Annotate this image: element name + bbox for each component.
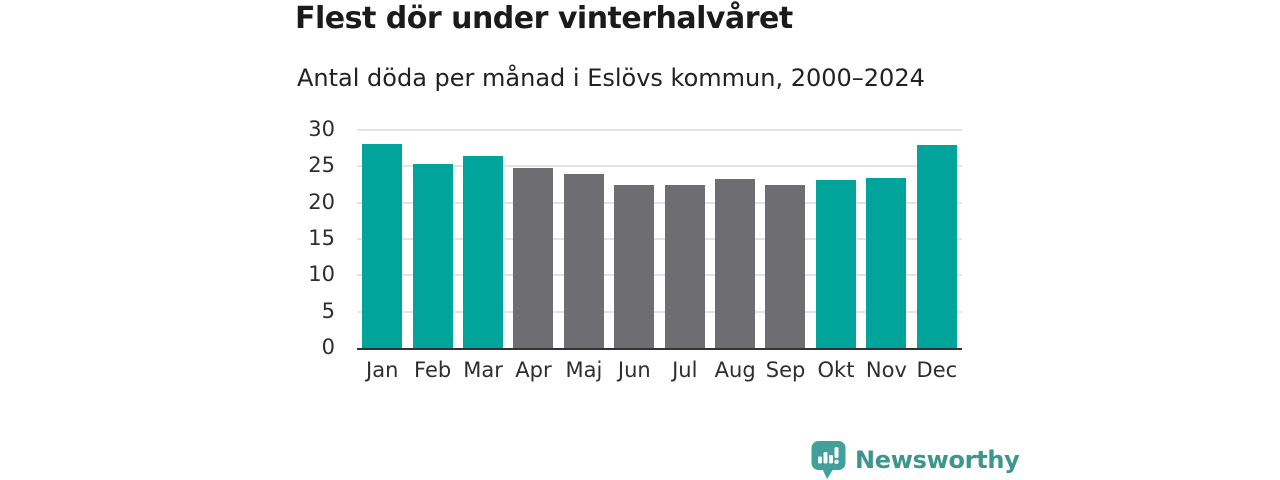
bar-feb xyxy=(412,164,453,348)
x-tick-aug: Aug xyxy=(714,358,756,382)
plot-area xyxy=(357,129,962,350)
x-tick-mar: Mar xyxy=(463,358,503,382)
x-tick-okt: Okt xyxy=(817,358,855,382)
gridline-5 xyxy=(357,310,962,313)
bar-maj xyxy=(563,174,604,348)
y-tick-10: 10 xyxy=(308,262,335,287)
x-tick-apr: Apr xyxy=(515,358,552,382)
bar-jul xyxy=(664,184,705,348)
x-tick-nov: Nov xyxy=(865,358,907,382)
x-tick-jan: Jan xyxy=(366,358,399,382)
x-tick-maj: Maj xyxy=(565,358,603,382)
brand-footer: Newsworthy xyxy=(810,440,1020,479)
y-tick-25: 25 xyxy=(308,153,335,178)
newsworthy-logo-icon xyxy=(811,441,846,479)
y-tick-30: 30 xyxy=(308,117,335,142)
bar-sep xyxy=(765,185,806,348)
bar-mar xyxy=(463,156,504,348)
gridline-20 xyxy=(357,201,962,204)
x-axis-labels: Jan Feb Mar Apr Maj Jun Jul Aug Sep Okt Nov Dec xyxy=(357,358,962,382)
bar-nov xyxy=(866,177,907,348)
bar-okt xyxy=(815,180,856,348)
y-tick-20: 20 xyxy=(308,189,335,214)
gridline-10 xyxy=(357,274,962,277)
y-tick-5: 5 xyxy=(321,298,335,323)
bars xyxy=(357,130,962,348)
x-tick-jul: Jul xyxy=(672,358,698,382)
x-tick-feb: Feb xyxy=(414,358,452,382)
chart-subtitle: Antal döda per månad i Eslövs kommun, 20… xyxy=(297,64,925,92)
gridline-30 xyxy=(357,129,962,131)
bar-apr xyxy=(513,167,554,348)
gridline-15 xyxy=(357,238,962,240)
gridline-25 xyxy=(357,165,962,168)
x-tick-sep: Sep xyxy=(765,358,806,382)
x-tick-jun: Jun xyxy=(617,358,651,382)
brand-name: Newsworthy xyxy=(855,445,1020,474)
chart-title: Flest dör under vinterhalvåret xyxy=(295,1,793,36)
y-tick-15: 15 xyxy=(308,226,335,251)
x-tick-dec: Dec xyxy=(916,358,958,382)
bar-jan xyxy=(362,143,403,348)
y-axis: 0 5 10 15 20 25 30 xyxy=(275,119,345,358)
bar-jun xyxy=(614,185,655,348)
y-tick-0: 0 xyxy=(321,335,335,360)
bar-aug xyxy=(715,179,756,348)
bar-dec xyxy=(916,145,957,348)
